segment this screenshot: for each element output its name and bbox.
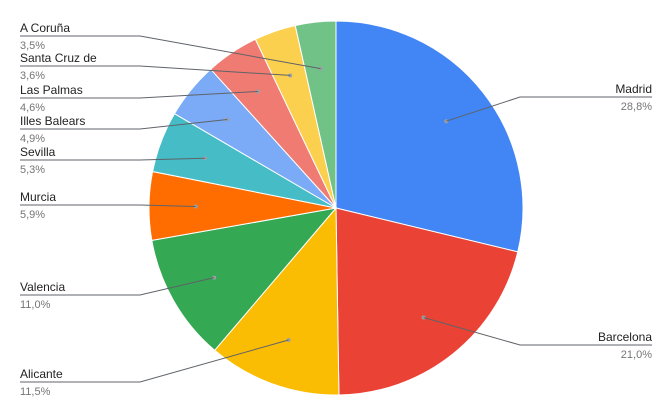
label-anchor-dot <box>286 337 291 342</box>
leader-line <box>20 65 291 76</box>
leader-line <box>423 317 652 346</box>
slice-percent-label: 4,9% <box>20 133 45 145</box>
label-anchor-dot <box>288 73 293 78</box>
slice-percent-label: 11,5% <box>20 386 51 398</box>
slice-percent-label: 5,9% <box>20 209 45 221</box>
pie-slices <box>148 20 524 396</box>
slice-name-label: Murcia <box>20 190 56 204</box>
leader-line <box>20 277 215 296</box>
slice-name-label: Las Palmas <box>20 83 83 97</box>
slice-name-label: A Coruña <box>20 21 70 35</box>
slice-percent-label: 21,0% <box>621 349 652 361</box>
pie-slice-valencia <box>151 207 338 351</box>
slice-percent-label: 28,8% <box>621 101 652 113</box>
slice-percent-label: 3,5% <box>20 40 45 52</box>
slice-name-label: Valencia <box>20 280 65 294</box>
leader-line <box>20 339 289 383</box>
leader-line <box>20 204 196 207</box>
label-anchor-dot <box>444 119 449 124</box>
pie-slice-alicante <box>213 206 340 396</box>
slice-name-label: Santa Cruz de <box>20 51 97 65</box>
slice-name-label: Alicante <box>20 367 63 381</box>
leader-line <box>20 119 228 130</box>
slice-name-label: Sevilla <box>20 145 56 159</box>
slice-percent-label: 11,0% <box>20 299 51 311</box>
pie-slice-madrid <box>335 20 524 253</box>
leader-line <box>446 96 652 122</box>
label-anchor-dot <box>212 275 217 280</box>
slice-name-label: Madrid <box>615 82 652 96</box>
slice-name-label: Illes Balears <box>20 114 85 128</box>
pie-slice-a-coru-a <box>294 20 337 209</box>
slice-percent-label: 3,6% <box>20 70 45 82</box>
pie-slice-barcelona <box>335 207 519 396</box>
slice-percent-label: 4,6% <box>20 102 45 114</box>
slice-percent-label: 5,3% <box>20 164 45 176</box>
slice-name-label: Barcelona <box>598 330 652 344</box>
leader-line <box>20 91 259 99</box>
leader-line <box>20 35 321 70</box>
label-anchor-dot <box>318 66 323 71</box>
slice-labels: Madrid 28,8% Barcelona 21,0% Alicante 11,5% Va… <box>20 21 652 398</box>
leader-line <box>20 157 205 161</box>
